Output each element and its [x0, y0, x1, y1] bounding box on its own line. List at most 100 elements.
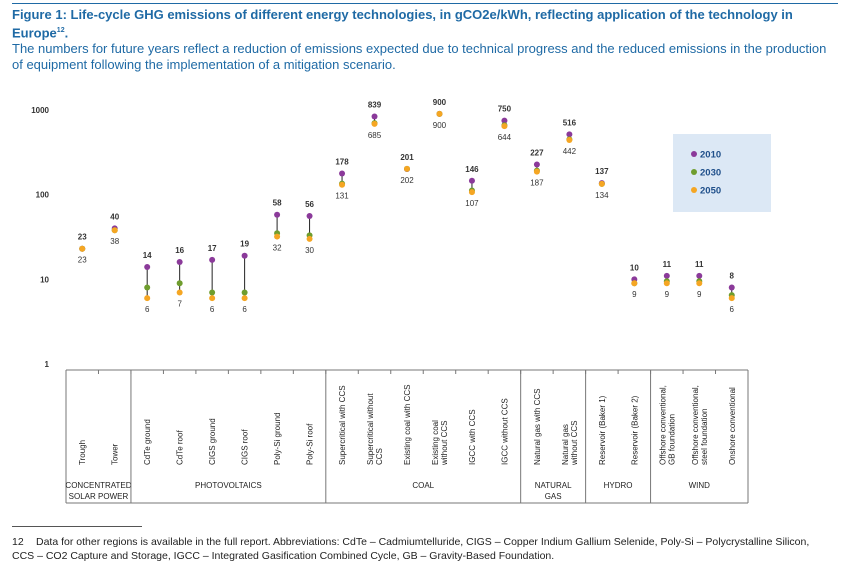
dot-2050 — [79, 245, 86, 252]
category-label: Offshore conventional, — [658, 385, 667, 465]
dot-2010 — [501, 117, 508, 124]
group-label: WIND — [689, 481, 711, 490]
legend-label-2010: 2010 — [700, 150, 721, 161]
figure-title-footnote-ref: 12 — [56, 27, 65, 34]
value-label-bottom: 900 — [433, 121, 447, 130]
dot-2050 — [468, 189, 475, 196]
value-label-top: 201 — [400, 153, 414, 162]
group-label: SOLAR POWER — [69, 492, 129, 501]
value-label-bottom: 30 — [305, 246, 314, 255]
value-label-top: 56 — [305, 200, 314, 209]
dot-2030 — [176, 280, 183, 287]
value-label-top: 137 — [595, 167, 609, 176]
value-label-bottom: 7 — [177, 299, 182, 308]
dot-2010 — [339, 170, 346, 177]
footnote-number: 12 — [12, 536, 24, 548]
dot-2030 — [144, 284, 151, 291]
category-label: steel foundation — [700, 409, 709, 466]
category-label: Trough — [78, 440, 87, 465]
category-label: CIGS ground — [208, 418, 217, 465]
legend-marker-2030 — [691, 169, 697, 175]
dot-2050 — [696, 280, 703, 287]
dot-2010 — [468, 177, 475, 184]
dot-2010 — [663, 272, 670, 279]
category-label: CdTe roof — [176, 430, 185, 465]
value-label-top: 16 — [175, 246, 184, 255]
figure-title: Figure 1: Life-cycle GHG emissions of di… — [12, 7, 838, 41]
value-label-top: 58 — [273, 199, 282, 208]
dot-2050 — [404, 165, 410, 172]
figure-subtitle: The numbers for future years reflect a r… — [12, 41, 827, 72]
dot-2050 — [598, 180, 605, 187]
value-label-bottom: 9 — [697, 290, 702, 299]
dot-2010 — [209, 256, 216, 263]
value-label-top: 19 — [240, 240, 249, 249]
value-label-bottom: 187 — [530, 179, 544, 188]
value-label-bottom: 644 — [498, 133, 512, 142]
dot-2050 — [241, 295, 248, 302]
group-label: CONCENTRATED — [65, 481, 131, 490]
dot-2010 — [144, 263, 151, 270]
dot-2050 — [339, 181, 346, 188]
category-label: Offshore conventional, — [691, 385, 700, 465]
category-label: without CCS — [440, 421, 449, 466]
value-label-top: 11 — [695, 260, 704, 269]
dot-2050 — [663, 280, 670, 287]
dot-2010 — [274, 211, 281, 218]
category-label: Reservoir (Baker 1) — [598, 395, 607, 465]
value-label-bottom: 32 — [273, 244, 282, 253]
dot-2050 — [436, 110, 443, 117]
value-label-bottom: 442 — [563, 147, 577, 156]
value-label-bottom: 6 — [210, 305, 215, 314]
legend-label-2050: 2050 — [700, 186, 721, 197]
dot-2050 — [306, 235, 313, 242]
value-label-bottom: 9 — [632, 290, 637, 299]
value-label-top: 14 — [143, 251, 152, 260]
footnote: 12 Data for other regions is available in… — [12, 535, 822, 563]
title-top-rule — [12, 3, 838, 4]
category-label: Existing coal — [431, 420, 440, 465]
dot-2010 — [566, 131, 573, 138]
value-label-bottom: 6 — [145, 305, 150, 314]
value-label-top: 900 — [433, 98, 447, 107]
dot-2050 — [533, 168, 540, 175]
dot-2050 — [371, 120, 378, 127]
category-label: Reservoir (Baker 2) — [630, 395, 639, 465]
value-label-bottom: 6 — [242, 305, 247, 314]
footnote-rule — [12, 526, 142, 527]
legend-marker-2050 — [691, 187, 697, 193]
value-label-bottom: 685 — [368, 131, 382, 140]
dot-2050 — [566, 137, 573, 144]
emissions-chart: 1 10 100 1000 2010 2030 2050 CONCENTRATED SOLAR … — [31, 98, 771, 504]
category-label: without CCS — [570, 421, 579, 466]
category-label: CCS — [375, 448, 384, 465]
value-label-top: 10 — [630, 263, 639, 272]
value-label-bottom: 9 — [665, 290, 670, 299]
value-label-bottom: 38 — [110, 237, 119, 246]
dot-2050 — [111, 227, 118, 234]
dot-2050 — [274, 233, 281, 240]
group-label: NATURAL — [535, 481, 572, 490]
category-label: Natural gas — [561, 424, 570, 465]
figure-title-text: Figure 1: Life-cycle GHG emissions of di… — [12, 7, 793, 41]
legend-box — [673, 134, 771, 212]
value-label-top: 40 — [110, 212, 119, 221]
figure-title-period: . — [64, 25, 69, 41]
y-tick-label: 100 — [36, 191, 50, 200]
value-label-top: 227 — [530, 149, 544, 158]
dot-2050 — [209, 295, 216, 302]
category-label: GB foundation — [667, 414, 676, 465]
category-label: Supercritical without — [366, 393, 375, 465]
dot-2010 — [696, 272, 703, 279]
dot-2010 — [176, 259, 183, 266]
value-label-bottom: 23 — [78, 256, 87, 265]
category-label: Poly-Si ground — [273, 413, 282, 465]
value-label-top: 17 — [208, 244, 217, 253]
category-label: CdTe ground — [143, 419, 152, 465]
value-label-top: 750 — [498, 105, 512, 114]
y-tick-label: 1000 — [31, 106, 49, 115]
value-label-bottom: 107 — [465, 199, 479, 208]
dot-2030 — [241, 289, 248, 296]
category-label: Supercritical with CCS — [338, 385, 347, 465]
group-label: PHOTOVOLTAICS — [195, 481, 262, 490]
